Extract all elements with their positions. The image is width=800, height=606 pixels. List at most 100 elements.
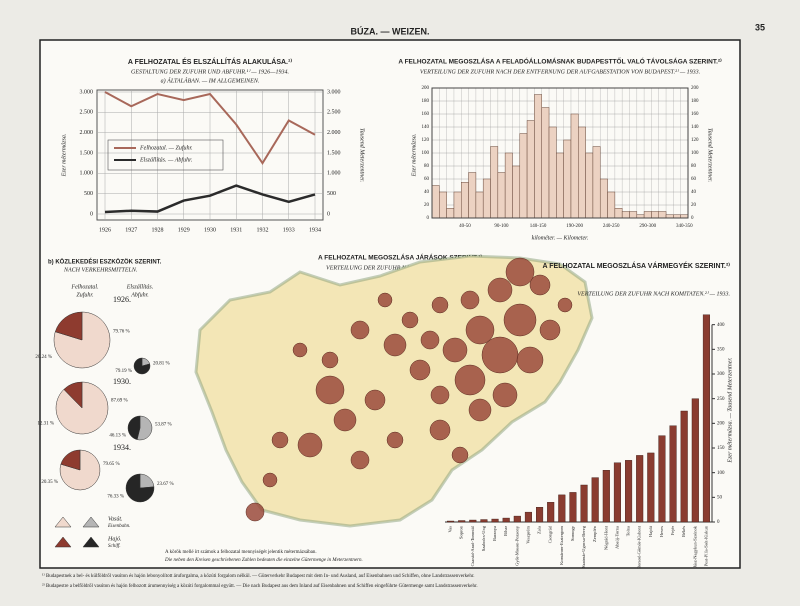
y-tick-label: 400 [717,323,725,328]
y-axis-label: Ezer métermázsa. [411,134,417,178]
chart-subtitle: VERTEILUNG DER ZUFUHR NACH DER ENTFERNUN… [420,68,700,75]
bar [556,152,564,219]
legend-label: Eisenbahn. [107,524,130,529]
district-bubble [350,450,370,470]
y2-tick-label: 200 [691,86,699,91]
district-bubble [377,292,393,308]
year-label: 1934. [113,443,131,452]
x-tick-label: Abaúj-Torna [614,526,619,549]
bar [614,208,623,219]
district-bubble [262,472,278,488]
bar [439,191,447,219]
bar [447,520,455,523]
district-bubble [271,431,289,449]
x-tick-label: 190-200 [566,224,583,229]
y2-tick-label: 100 [691,151,699,156]
y2-tick-label: 0 [327,211,330,217]
y-tick-label: 60 [424,177,430,182]
y2-tick-label: 2.500 [327,110,341,116]
district-bubble [245,502,265,522]
legend-label: Schiff. [108,544,121,549]
district-bubble [487,277,513,303]
chart-title: A FELHOZATAL MEGOSZLÁSA JÁRÁSOK SZERINT.… [318,253,482,262]
column-header: Abfuhr. [130,291,149,298]
bar [636,455,644,523]
y-tick-label: 200 [422,86,430,91]
y-tick-label: 140 [422,125,430,130]
x-tick-label: Somogy [570,525,575,541]
district-bubble [430,385,450,405]
district-bubble [481,336,519,374]
district-bubble [386,431,404,449]
bar [702,314,710,523]
bar [469,519,477,523]
pie-slice [133,357,151,375]
x-tick-label: 1930 [204,227,216,233]
pie-slice [125,473,155,503]
y2-tick-label: 160 [691,112,699,117]
chart-subtitle: VERTEILUNG DER ZUFUHR NACH KOMITATEN.²⁾ … [577,290,730,297]
slice-label: 76.33 % [107,495,124,500]
y2-tick-label: 140 [691,125,699,130]
y-tick-label: 2.000 [80,130,94,136]
x-tick-label: 140-150 [530,224,547,229]
x-tick-label: Bihar [503,526,508,536]
x-tick-label: 1934 [309,227,321,233]
district-bubble [383,333,407,357]
pie-slice [54,311,83,341]
bar [458,520,466,523]
page-number: 35 [755,22,765,32]
y2-tick-label: 1.500 [327,150,341,156]
x-axis-label: kilométer. — Kilometer. [532,235,589,241]
district-bubble [529,274,551,296]
legend-label: Felhozatal. — Zufuhr. [139,144,193,151]
x-tick-label: Vas [448,526,453,533]
bar [669,425,677,523]
x-tick-label: Szatmár-Ugocsa-Bereg [581,525,586,568]
bar [548,126,557,219]
y2-axis-label: Tausend Meterzentner. [707,128,713,182]
pie-slice [60,449,81,471]
bar [563,139,572,219]
pie-slice [127,415,141,440]
bar [580,484,588,523]
y2-tick-label: 180 [691,99,699,104]
bar [446,208,455,219]
district-bubble [350,320,370,340]
bar [512,165,521,219]
year-label: 1930. [113,377,131,386]
y-tick-label: 160 [422,112,430,117]
bar [536,507,544,523]
y2-tick-label: 3.000 [327,89,341,95]
y2-tick-label: 2.000 [327,130,341,136]
slice-label: 87.69 % [111,398,128,403]
district-bubble [503,303,537,337]
bar [431,185,440,219]
district-bubble [292,342,308,358]
bar [607,191,616,219]
bar [621,211,630,219]
bar [570,113,579,219]
bar [680,410,688,523]
bar [599,178,608,219]
legend-swatch [82,516,100,528]
y-tick-label: 0 [427,216,430,221]
x-tick-label: 1929 [178,227,190,233]
district-bubble [468,398,492,422]
x-tick-label: Komárom-Esztergom [559,526,564,565]
bar [591,477,599,523]
x-tick-label: 340-350 [676,224,693,229]
bar [504,152,513,219]
bar [541,107,550,219]
y-tick-label: 0 [90,211,93,217]
pie-slice [136,415,153,441]
district-bubble [460,290,480,310]
pie-slice [63,381,83,409]
legend-swatch [54,536,72,548]
chart-title: A FELHOZATAL MEGOSZLÁSA A FELADÓÁLLOMÁSN… [398,57,722,66]
y-tick-label: 100 [717,471,725,476]
x-tick-label: Jász-Nagykun-Szolnok [692,525,697,567]
y-axis-label: Ezer métermázsa. [61,134,67,178]
bar [547,502,555,523]
